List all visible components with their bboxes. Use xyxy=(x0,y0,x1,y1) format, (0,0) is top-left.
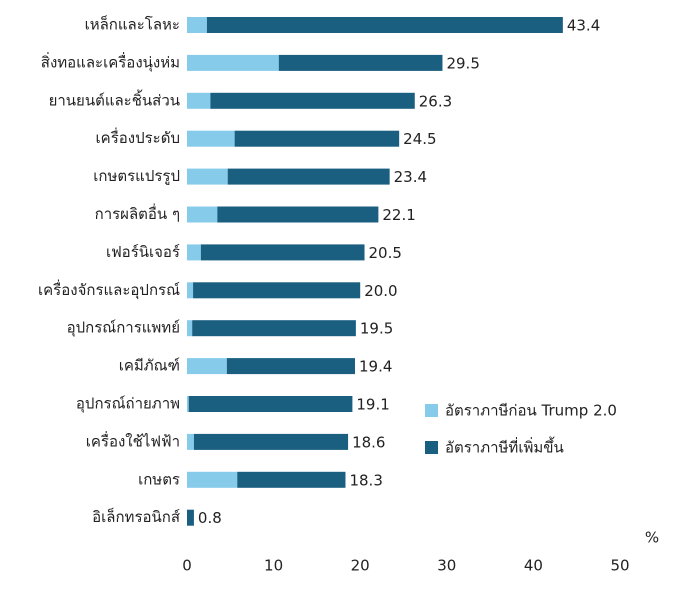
data-label: 20.0 xyxy=(364,282,397,300)
bar-segment xyxy=(187,471,238,488)
data-label: 18.6 xyxy=(352,433,385,451)
bar-segment xyxy=(237,471,346,488)
legend-swatch xyxy=(425,404,438,417)
bar-segment xyxy=(187,92,211,109)
bar-segment xyxy=(188,396,353,412)
bar-segment xyxy=(206,17,563,33)
bar-segment xyxy=(227,168,390,185)
bar-segment xyxy=(193,433,349,450)
x-tick-label: 50 xyxy=(610,557,629,575)
bar-segment xyxy=(187,168,228,185)
data-label: 26.3 xyxy=(419,92,452,110)
y-tick-label: เหล็กและโลหะ xyxy=(85,15,180,34)
data-label: 24.5 xyxy=(403,130,436,148)
data-label: 20.5 xyxy=(369,244,402,262)
x-tick-label: 0 xyxy=(182,557,192,575)
data-label: 29.5 xyxy=(446,54,479,72)
bar-segment xyxy=(187,509,194,526)
x-tick-label: 10 xyxy=(264,557,283,575)
y-tick-label: สิ่งทอและเครื่องนุ่งห่ม xyxy=(41,51,180,72)
bar-segment xyxy=(234,130,400,147)
bar-segment xyxy=(192,320,356,337)
bar-segment xyxy=(187,433,194,450)
bar-segment xyxy=(187,54,279,71)
bar-segment xyxy=(210,92,415,109)
bar-segment xyxy=(217,206,379,223)
x-tick-label: 40 xyxy=(524,557,543,575)
bar-segment xyxy=(187,358,227,375)
bar-segment xyxy=(187,244,201,261)
data-label: 19.1 xyxy=(356,396,389,414)
data-label: 43.4 xyxy=(567,17,600,35)
data-label: 18.3 xyxy=(349,471,382,489)
data-label: 19.5 xyxy=(360,320,393,338)
y-tick-label: ยานยนต์และชิ้นส่วน xyxy=(49,89,180,109)
bar-segment xyxy=(278,54,443,71)
y-tick-label: เครื่องจักรและอุปกรณ์ xyxy=(38,279,180,300)
data-label: 22.1 xyxy=(382,206,415,224)
y-tick-label: อิเล็กทรอนิกส์ xyxy=(92,507,180,526)
y-tick-label: เกษตร xyxy=(138,470,180,488)
bar-segment xyxy=(187,17,207,33)
y-tick-label: เกษตรแปรรูป xyxy=(93,167,180,185)
legend-label: อัตราภาษีที่เพิ่มขึ้น xyxy=(445,437,564,457)
bar-segment xyxy=(187,282,194,299)
y-tick-label: เครื่องประดับ xyxy=(96,127,180,147)
y-tick-label: การผลิตอื่น ๆ xyxy=(95,203,180,223)
legend-label: อัตราภาษีก่อน Trump 2.0 xyxy=(445,402,617,420)
x-tick-label: 30 xyxy=(437,557,456,575)
bar-segment xyxy=(187,206,218,223)
y-tick-label: เคมีภัณฑ์ xyxy=(119,357,180,375)
y-tick-label: อุปกรณ์ถ่ายภาพ xyxy=(76,395,180,414)
y-tick-label: อุปกรณ์การแพทย์ xyxy=(67,319,180,338)
bar-segment xyxy=(226,358,356,375)
bar-segment xyxy=(187,320,193,337)
legend-swatch xyxy=(425,441,438,454)
x-tick-label: 20 xyxy=(351,557,370,575)
y-tick-label: เฟอร์นิเจอร์ xyxy=(106,243,180,261)
data-label: 23.4 xyxy=(394,168,427,186)
data-label: 0.8 xyxy=(198,509,222,527)
x-axis-unit: % xyxy=(645,529,659,547)
bar-segment xyxy=(193,282,361,299)
bar-segment xyxy=(200,244,365,261)
bar-segment xyxy=(187,396,189,412)
data-label: 19.4 xyxy=(359,358,392,376)
bar-segment xyxy=(187,130,235,147)
y-tick-label: เครื่องใช้ไฟฟ้า xyxy=(86,430,180,450)
